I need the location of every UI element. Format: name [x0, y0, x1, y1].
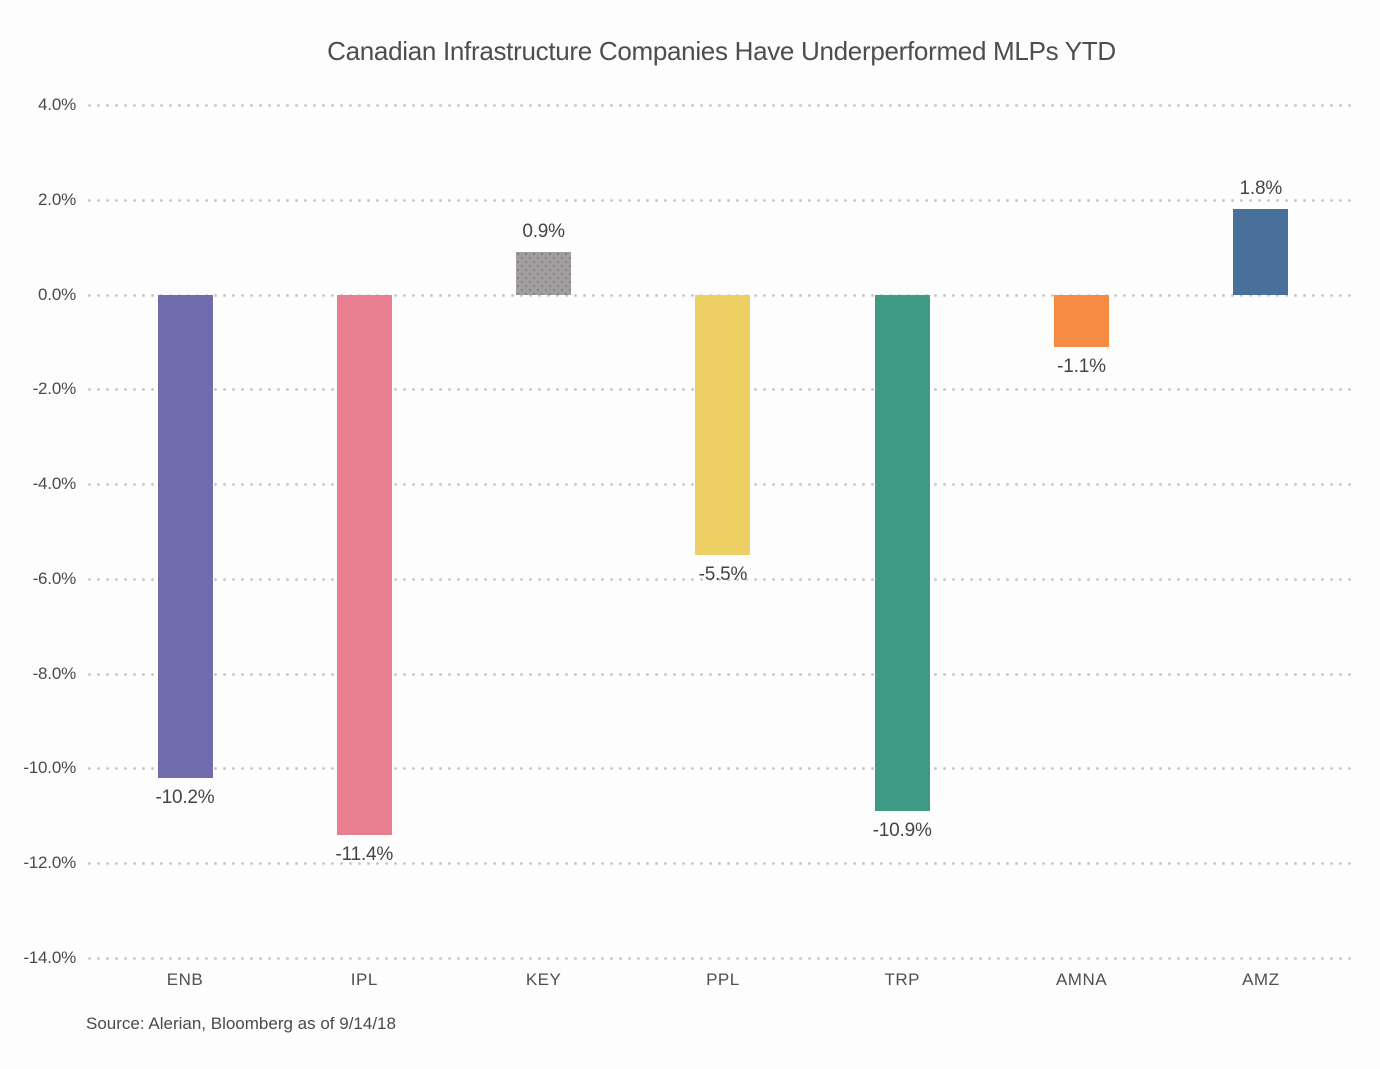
bar-PPL [695, 294, 751, 556]
y-tick-label: 0.0% [38, 284, 76, 304]
x-tick-label-IPL: IPL [350, 970, 378, 989]
y-tick-label: -6.0% [32, 568, 77, 588]
bar-TRP [874, 294, 930, 812]
bar-KEY [516, 251, 572, 295]
value-label-TRP: -10.9% [872, 820, 932, 842]
gridline--14.0% [88, 957, 1355, 960]
bar-ENB [157, 294, 213, 778]
y-tick-label: 4.0% [38, 95, 76, 114]
x-tick-label-PPL: PPL [706, 970, 740, 989]
value-label-AMNA: -1.1% [1057, 355, 1106, 377]
y-tick-label: -14.0% [23, 948, 76, 967]
y-tick-label: -10.0% [23, 758, 76, 778]
bar-IPL [336, 294, 392, 835]
value-label-PPL: -5.5% [698, 564, 748, 586]
value-label-IPL: -11.4% [335, 843, 394, 865]
y-tick-label: -2.0% [32, 379, 77, 399]
y-tick-label: -8.0% [32, 663, 77, 683]
bar-AMZ [1233, 209, 1289, 295]
x-tick-label-ENB: ENB [166, 970, 204, 989]
x-tick-label-AMNA: AMNA [1055, 970, 1108, 989]
gridline-4.0% [88, 104, 1355, 107]
gridline--10.0% [88, 767, 1355, 771]
x-tick-label-KEY: KEY [525, 970, 562, 989]
value-label-ENB: -10.2% [155, 786, 215, 808]
value-label-KEY: 0.9% [522, 220, 565, 242]
gridline--12.0% [88, 862, 1355, 866]
y-tick-label: -12.0% [23, 853, 76, 873]
chart-title: Canadian Infrastructure Companies Have U… [327, 36, 1116, 66]
source-note: Source: Alerian, Bloomberg as of 9/14/18 [86, 1014, 396, 1033]
y-tick-label: -4.0% [32, 474, 77, 494]
y-tick-label: 2.0% [38, 189, 76, 209]
x-tick-label-TRP: TRP [884, 970, 920, 989]
bar-AMNA [1054, 294, 1109, 347]
gridline--8.0% [88, 672, 1355, 676]
gridline-2.0% [88, 198, 1355, 202]
gridline--6.0% [88, 577, 1355, 581]
x-tick-label-AMZ: AMZ [1242, 970, 1280, 989]
value-label-AMZ: 1.8% [1239, 178, 1283, 200]
